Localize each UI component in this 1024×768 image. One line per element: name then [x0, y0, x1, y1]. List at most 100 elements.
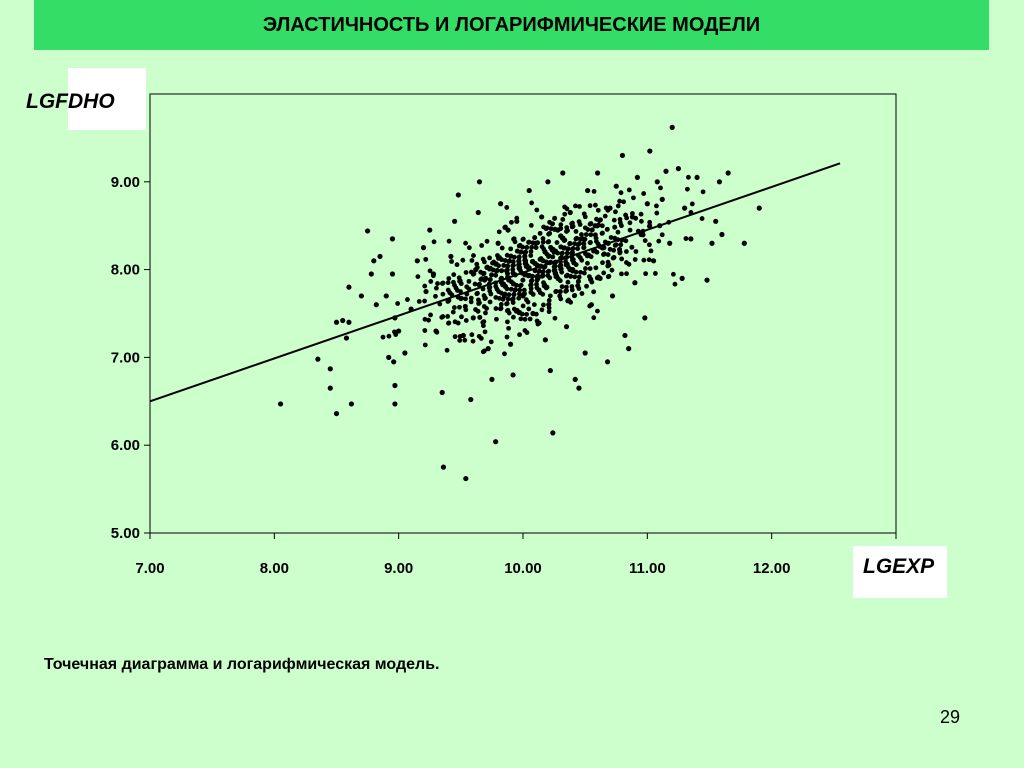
data-point — [520, 236, 526, 242]
data-point — [343, 335, 350, 341]
data-point — [510, 296, 516, 302]
data-point — [654, 210, 660, 216]
data-point — [522, 253, 528, 259]
data-point — [522, 257, 528, 263]
data-point — [611, 247, 617, 253]
data-point — [573, 269, 579, 275]
data-point — [558, 296, 564, 302]
x-axis-label: LGEXP — [863, 555, 935, 578]
data-point — [515, 248, 520, 254]
data-point — [605, 252, 611, 258]
data-point — [346, 284, 352, 290]
data-point — [449, 259, 454, 264]
data-point — [647, 223, 653, 229]
data-point — [572, 376, 578, 382]
data-point — [564, 250, 570, 256]
data-point — [518, 316, 524, 322]
data-point — [652, 271, 658, 276]
data-point — [474, 261, 480, 267]
title-bar: ЭЛАСТИЧНОСТЬ И ЛОГАРИФМИЧЕСКИЕ МОДЕЛИ — [34, 0, 989, 50]
data-point — [510, 267, 516, 272]
data-point — [445, 280, 451, 286]
data-point — [547, 275, 553, 281]
data-point — [479, 243, 485, 248]
data-point — [564, 288, 569, 294]
data-point — [463, 296, 468, 302]
data-point — [581, 244, 587, 250]
data-point — [608, 235, 614, 240]
data-point — [618, 190, 624, 196]
data-point — [654, 203, 659, 209]
data-point — [505, 263, 511, 269]
data-point — [476, 179, 483, 185]
data-point — [466, 278, 472, 284]
data-point — [487, 299, 493, 305]
data-point — [617, 217, 623, 222]
data-point — [511, 291, 517, 297]
data-point — [469, 258, 475, 263]
data-point — [487, 255, 492, 261]
data-point — [430, 273, 436, 279]
data-point — [524, 245, 530, 250]
x-tick-label: 11.00 — [629, 560, 666, 577]
data-point — [622, 332, 628, 339]
data-point — [624, 271, 629, 277]
data-point — [470, 315, 476, 321]
data-point — [526, 239, 532, 245]
data-point — [453, 285, 459, 291]
data-point — [615, 203, 621, 209]
data-point — [544, 284, 550, 290]
data-point — [523, 249, 529, 255]
data-point — [546, 301, 552, 307]
data-point — [613, 242, 619, 248]
data-point — [577, 241, 582, 246]
data-point — [615, 229, 621, 235]
data-point — [516, 254, 522, 260]
data-point — [533, 311, 539, 317]
data-point — [552, 226, 558, 232]
data-point — [507, 341, 514, 347]
data-point — [613, 183, 619, 189]
data-point — [642, 238, 648, 243]
data-point — [562, 245, 567, 251]
data-point — [536, 287, 542, 293]
data-point — [612, 235, 618, 241]
data-point — [529, 278, 535, 283]
data-point — [500, 296, 506, 302]
data-point — [554, 240, 560, 245]
data-point — [528, 282, 534, 288]
data-point — [624, 260, 629, 265]
data-point — [471, 253, 476, 258]
data-point — [552, 215, 558, 221]
data-point — [479, 276, 485, 282]
data-point — [588, 276, 594, 282]
data-point — [508, 279, 514, 285]
data-point — [333, 319, 340, 325]
data-point — [422, 298, 427, 304]
data-point — [573, 229, 579, 234]
data-point — [463, 270, 469, 275]
data-point — [572, 241, 577, 247]
data-point — [558, 262, 564, 268]
data-point — [585, 260, 590, 266]
data-point — [568, 266, 573, 272]
data-point — [577, 255, 583, 261]
data-point — [470, 338, 476, 344]
data-point — [570, 220, 575, 226]
data-point — [526, 272, 532, 278]
data-point — [504, 205, 510, 210]
data-point — [565, 228, 570, 234]
data-point — [576, 385, 582, 391]
data-point — [493, 284, 499, 289]
data-point — [659, 232, 665, 238]
data-point — [553, 288, 559, 294]
data-point — [591, 289, 597, 295]
data-point — [573, 203, 578, 209]
data-point — [575, 246, 581, 252]
data-point — [596, 274, 601, 280]
x-axis-label-box: LGEXP — [853, 546, 947, 598]
data-point — [716, 179, 723, 185]
data-point — [493, 272, 499, 278]
data-point — [481, 348, 487, 354]
data-point — [550, 430, 556, 436]
